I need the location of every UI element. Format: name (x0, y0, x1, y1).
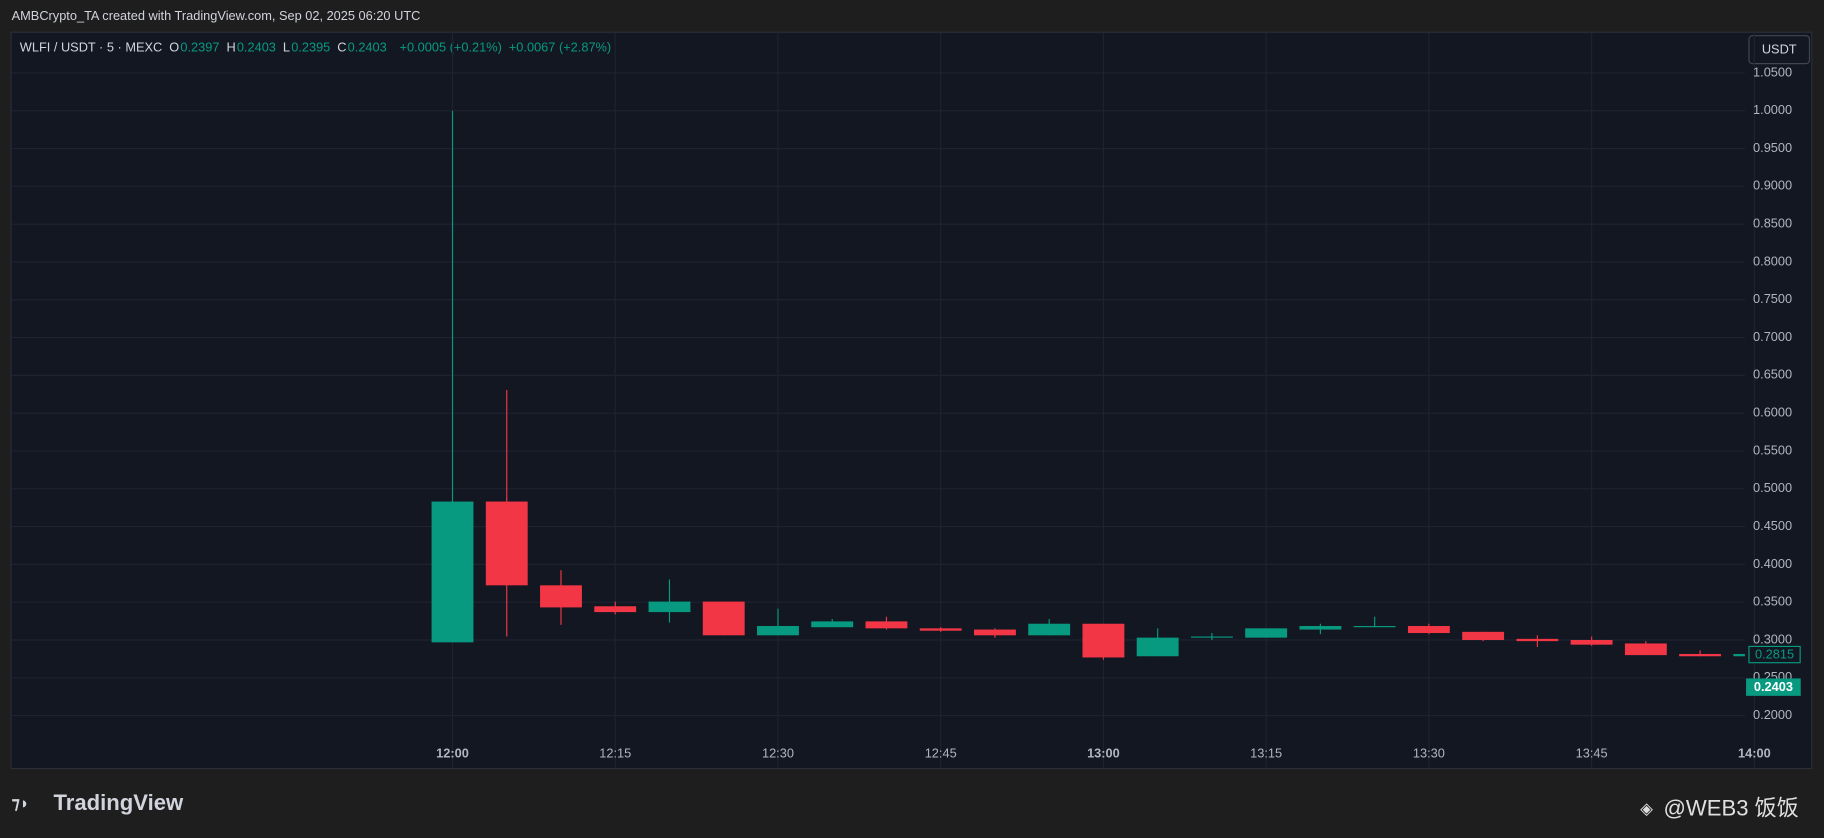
candle-body (1679, 653, 1722, 657)
candle-body (811, 621, 854, 628)
candle-body (865, 621, 908, 629)
legend-item: 0.2395 (291, 39, 330, 54)
legend-item: +0.0067 (+2.87%) (509, 39, 611, 54)
legend-item: O (169, 39, 179, 54)
chart-pane (10, 31, 1813, 770)
candle-body (1299, 626, 1342, 630)
candle-body (648, 601, 691, 613)
candle-body (1136, 637, 1179, 657)
y-tick-label: 0.4000 (1753, 556, 1792, 571)
y-tick-label: 0.4500 (1753, 518, 1792, 533)
candle-body (1028, 623, 1071, 636)
candle-body (702, 601, 745, 636)
x-tick-label: 13:45 (1576, 745, 1608, 760)
candle-body (1407, 626, 1450, 634)
currency-button[interactable] (1748, 35, 1811, 65)
currency-label[interactable]: USDT (1762, 42, 1797, 57)
y-tick-label: 0.7500 (1753, 291, 1792, 306)
candle-body (1516, 638, 1559, 642)
candle-body (594, 606, 637, 613)
y-tick-label: 0.7000 (1753, 329, 1792, 344)
last-price-label: 0.2403 (1754, 679, 1793, 694)
x-tick-label: 13:00 (1087, 745, 1120, 760)
candle-body (757, 626, 799, 636)
x-tick-label: 13:30 (1413, 745, 1445, 760)
x-tick-label: 12:00 (436, 745, 469, 760)
candle-body (1462, 631, 1505, 640)
candle-body (1190, 636, 1233, 638)
legend-item: L (283, 39, 290, 54)
y-tick-label: 1.0000 (1753, 102, 1792, 117)
legend-item: WLFI / USDT · 5 · MEXC (20, 39, 163, 54)
candle-body (1733, 653, 1745, 657)
y-tick-label: 0.6000 (1753, 405, 1792, 420)
candle-body (1353, 626, 1396, 628)
candle-body (431, 501, 474, 643)
last-price-tag (1746, 678, 1801, 696)
y-tick-label: 0.9000 (1753, 178, 1792, 193)
price-tag-label: 0.2815 (1755, 647, 1794, 662)
legend-item: 0.2397 (180, 39, 219, 54)
x-tick-label: 12:30 (762, 745, 794, 760)
y-tick-label: 0.9500 (1753, 140, 1792, 155)
candle-body (919, 628, 962, 631)
watermark-icon: ◈ (1640, 800, 1653, 818)
y-tick-label: 0.3000 (1753, 631, 1792, 646)
candle-body (540, 585, 582, 608)
logo: TradingView (54, 790, 185, 815)
y-tick-label: 0.8000 (1753, 253, 1792, 268)
y-tick-label: 1.0500 (1753, 64, 1792, 79)
x-tick-label: 12:45 (925, 745, 957, 760)
candle-body (1245, 628, 1288, 638)
candle-body (1570, 639, 1613, 645)
x-tick-label: 12:15 (599, 745, 631, 760)
legend-item: +0.0005 (+0.21%) (400, 39, 502, 54)
candle-body (1624, 643, 1667, 656)
candle-body (485, 501, 528, 586)
y-tick-label: 0.5500 (1753, 442, 1792, 457)
y-tick-label: 0.6500 (1753, 367, 1792, 382)
y-tick-label: 0.5000 (1753, 480, 1792, 495)
candle-body (974, 629, 1016, 636)
y-tick-label: 0.2000 (1753, 707, 1792, 722)
y-tick-label: 0.8500 (1753, 216, 1792, 231)
watermark: @WEB3 饭饭 (1663, 796, 1798, 821)
x-tick-label: 13:15 (1250, 745, 1282, 760)
price-tag (1748, 645, 1801, 664)
x-tick-label: 14:00 (1738, 745, 1771, 760)
caption: AMBCrypto_TA created with TradingView.co… (12, 8, 421, 23)
legend-item: H (226, 39, 235, 54)
legend-item: 0.2403 (348, 39, 387, 54)
legend-item: C (337, 39, 346, 54)
candle-body (1082, 623, 1125, 658)
logo-mark: ⁊◗ (12, 794, 30, 812)
legend-item: 0.2403 (237, 39, 276, 54)
y-tick-label: 0.3500 (1753, 594, 1792, 609)
